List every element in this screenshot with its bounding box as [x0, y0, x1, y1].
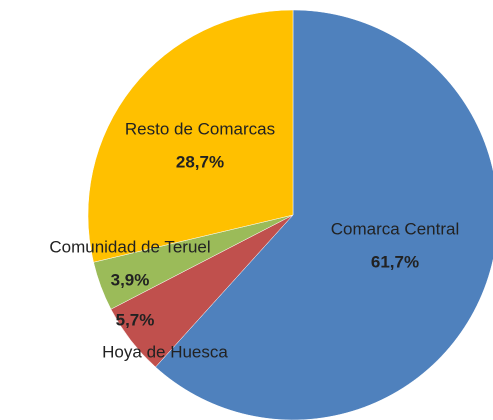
pie-slice [155, 9, 493, 420]
slice-value: 5,7% [116, 310, 155, 329]
slice-label: Resto de Comarcas [125, 119, 275, 138]
slice-value: 61,7% [371, 252, 419, 271]
slice-label: Comunidad de Teruel [49, 237, 210, 256]
pie-slice [87, 9, 294, 263]
slice-label: Hoya de Huesca [102, 342, 228, 361]
slice-label: Comarca Central [331, 219, 460, 238]
slice-value: 28,7% [176, 152, 224, 171]
slice-value: 3,9% [111, 270, 150, 289]
